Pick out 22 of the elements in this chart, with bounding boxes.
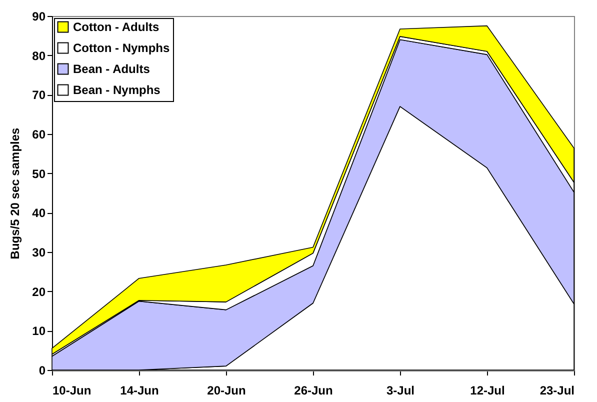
- legend-label: Bean - Nymphs: [73, 83, 161, 97]
- y-tick-label: 10: [32, 324, 46, 338]
- y-tick-label: 30: [32, 246, 46, 260]
- y-tick-label: 80: [32, 48, 46, 63]
- y-axis-title: Bugs/5 20 sec samples: [8, 127, 22, 260]
- y-tick-label: 20: [32, 284, 46, 299]
- y-tick-label: 40: [32, 206, 46, 220]
- y-tick-label: 60: [32, 128, 46, 142]
- y-tick-label: 90: [32, 10, 46, 24]
- legend-label: Cotton - Adults: [73, 20, 160, 34]
- x-tick-label: 12-Jul: [470, 384, 505, 398]
- x-tick-label: 23-Jul: [540, 384, 574, 398]
- legend-label: Cotton - Nymphs: [73, 41, 170, 55]
- legend-label: Bean - Adults: [73, 62, 150, 76]
- x-tick-label: 26-Jun: [294, 384, 333, 398]
- y-tick-label: 50: [32, 166, 46, 181]
- x-tick-label: 10-Jun: [52, 384, 92, 398]
- x-tick-label: 3-Jul: [386, 384, 415, 398]
- y-tick-label: 0: [38, 364, 46, 378]
- x-tick-label: 14-Jun: [120, 384, 159, 398]
- y-tick-label: 70: [32, 88, 46, 102]
- x-tick-label: 20-Jun: [207, 384, 246, 398]
